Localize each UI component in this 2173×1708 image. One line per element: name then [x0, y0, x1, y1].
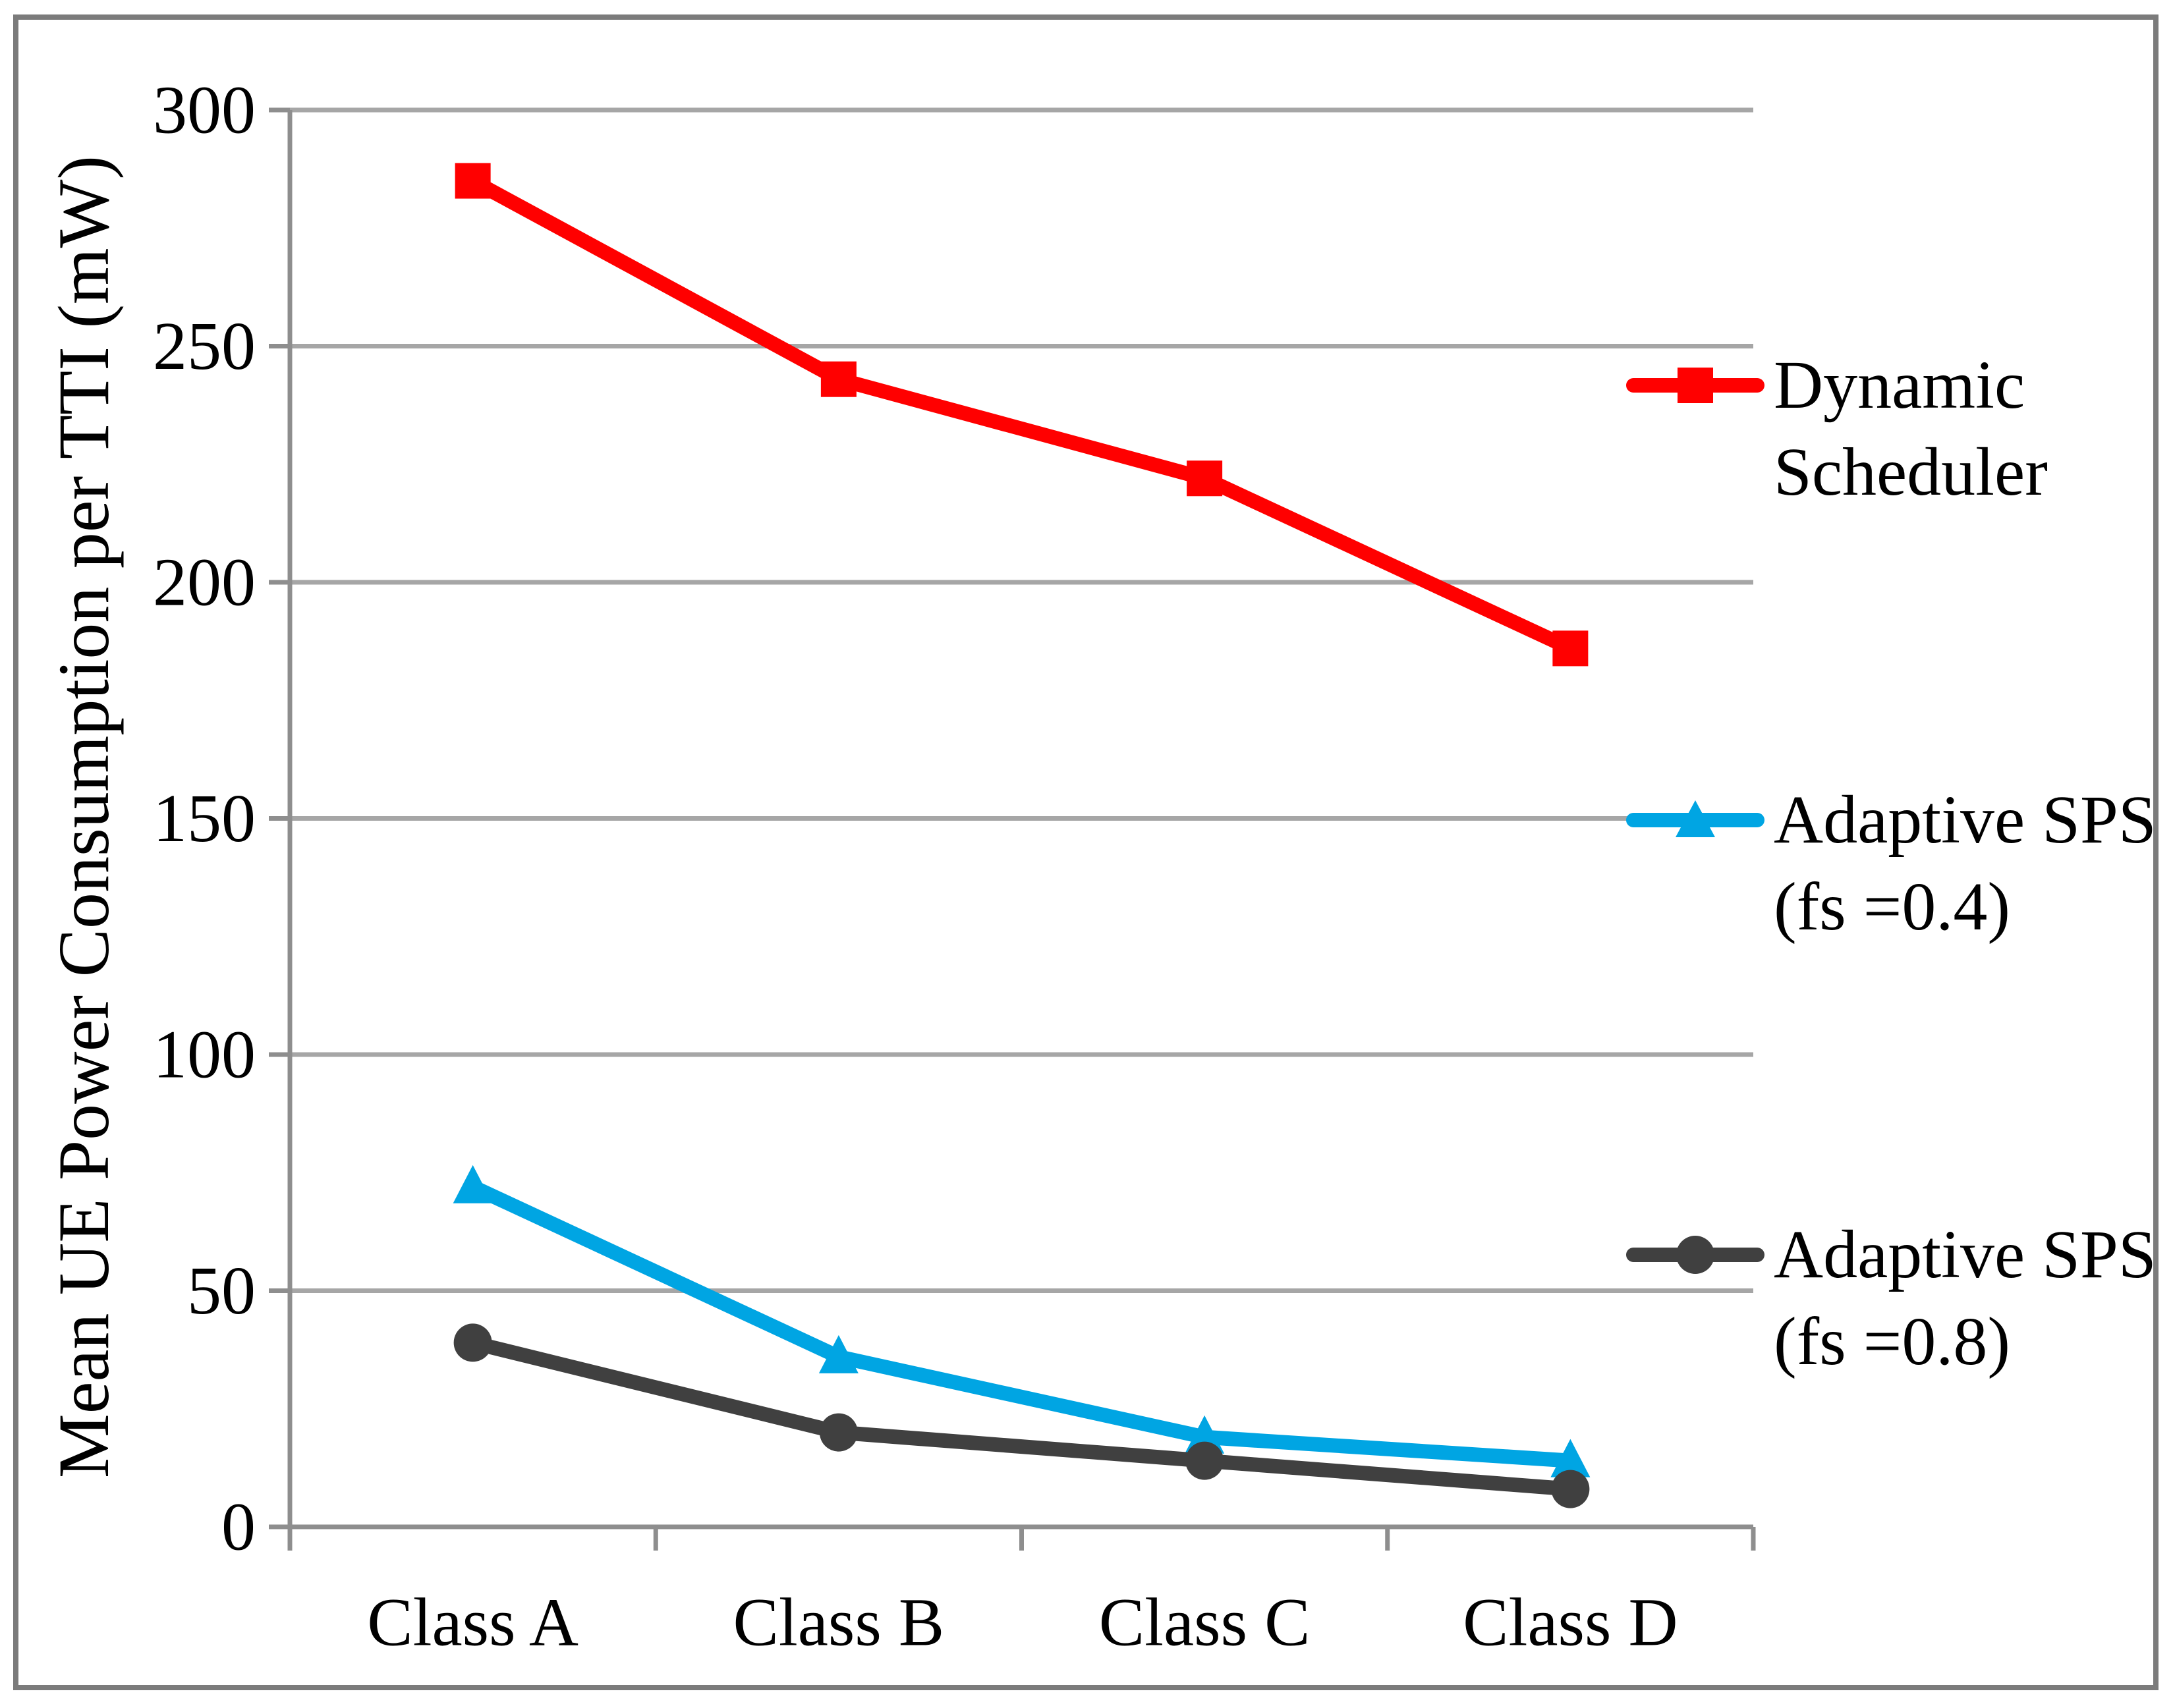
- x-category-label: Class B: [733, 1585, 945, 1661]
- y-tick-label: 200: [153, 545, 256, 620]
- data-point-circle: [1185, 1441, 1224, 1480]
- series-line: [465, 1179, 1578, 1468]
- y-tick-label: 50: [187, 1253, 256, 1329]
- data-point-circle: [1551, 1470, 1590, 1508]
- data-point-square: [1187, 460, 1223, 497]
- y-tick-label: 250: [153, 308, 256, 384]
- data-point-square: [1552, 630, 1589, 667]
- data-point-square: [820, 361, 857, 397]
- data-point-circle: [819, 1413, 858, 1452]
- y-tick-label: 300: [153, 72, 256, 148]
- data-point-triangle: [1185, 1415, 1225, 1454]
- y-tick-label: 0: [221, 1489, 256, 1565]
- series-line: [465, 173, 1578, 656]
- data-point-triangle: [453, 1165, 493, 1203]
- series-line: [465, 1335, 1578, 1497]
- data-point-triangle: [1550, 1439, 1591, 1477]
- data-point-triangle: [818, 1335, 859, 1373]
- data-point-circle: [453, 1323, 492, 1362]
- x-category-label: Class C: [1099, 1585, 1311, 1661]
- figure-border: [13, 14, 2159, 1690]
- y-tick-label: 150: [153, 781, 256, 856]
- x-category-label: Class A: [367, 1585, 579, 1661]
- x-category-label: Class D: [1463, 1585, 1678, 1661]
- y-tick-label: 100: [153, 1017, 256, 1093]
- data-point-square: [455, 163, 491, 199]
- y-axis-title: Mean UE Power Consumption per TTI (mW): [43, 155, 124, 1479]
